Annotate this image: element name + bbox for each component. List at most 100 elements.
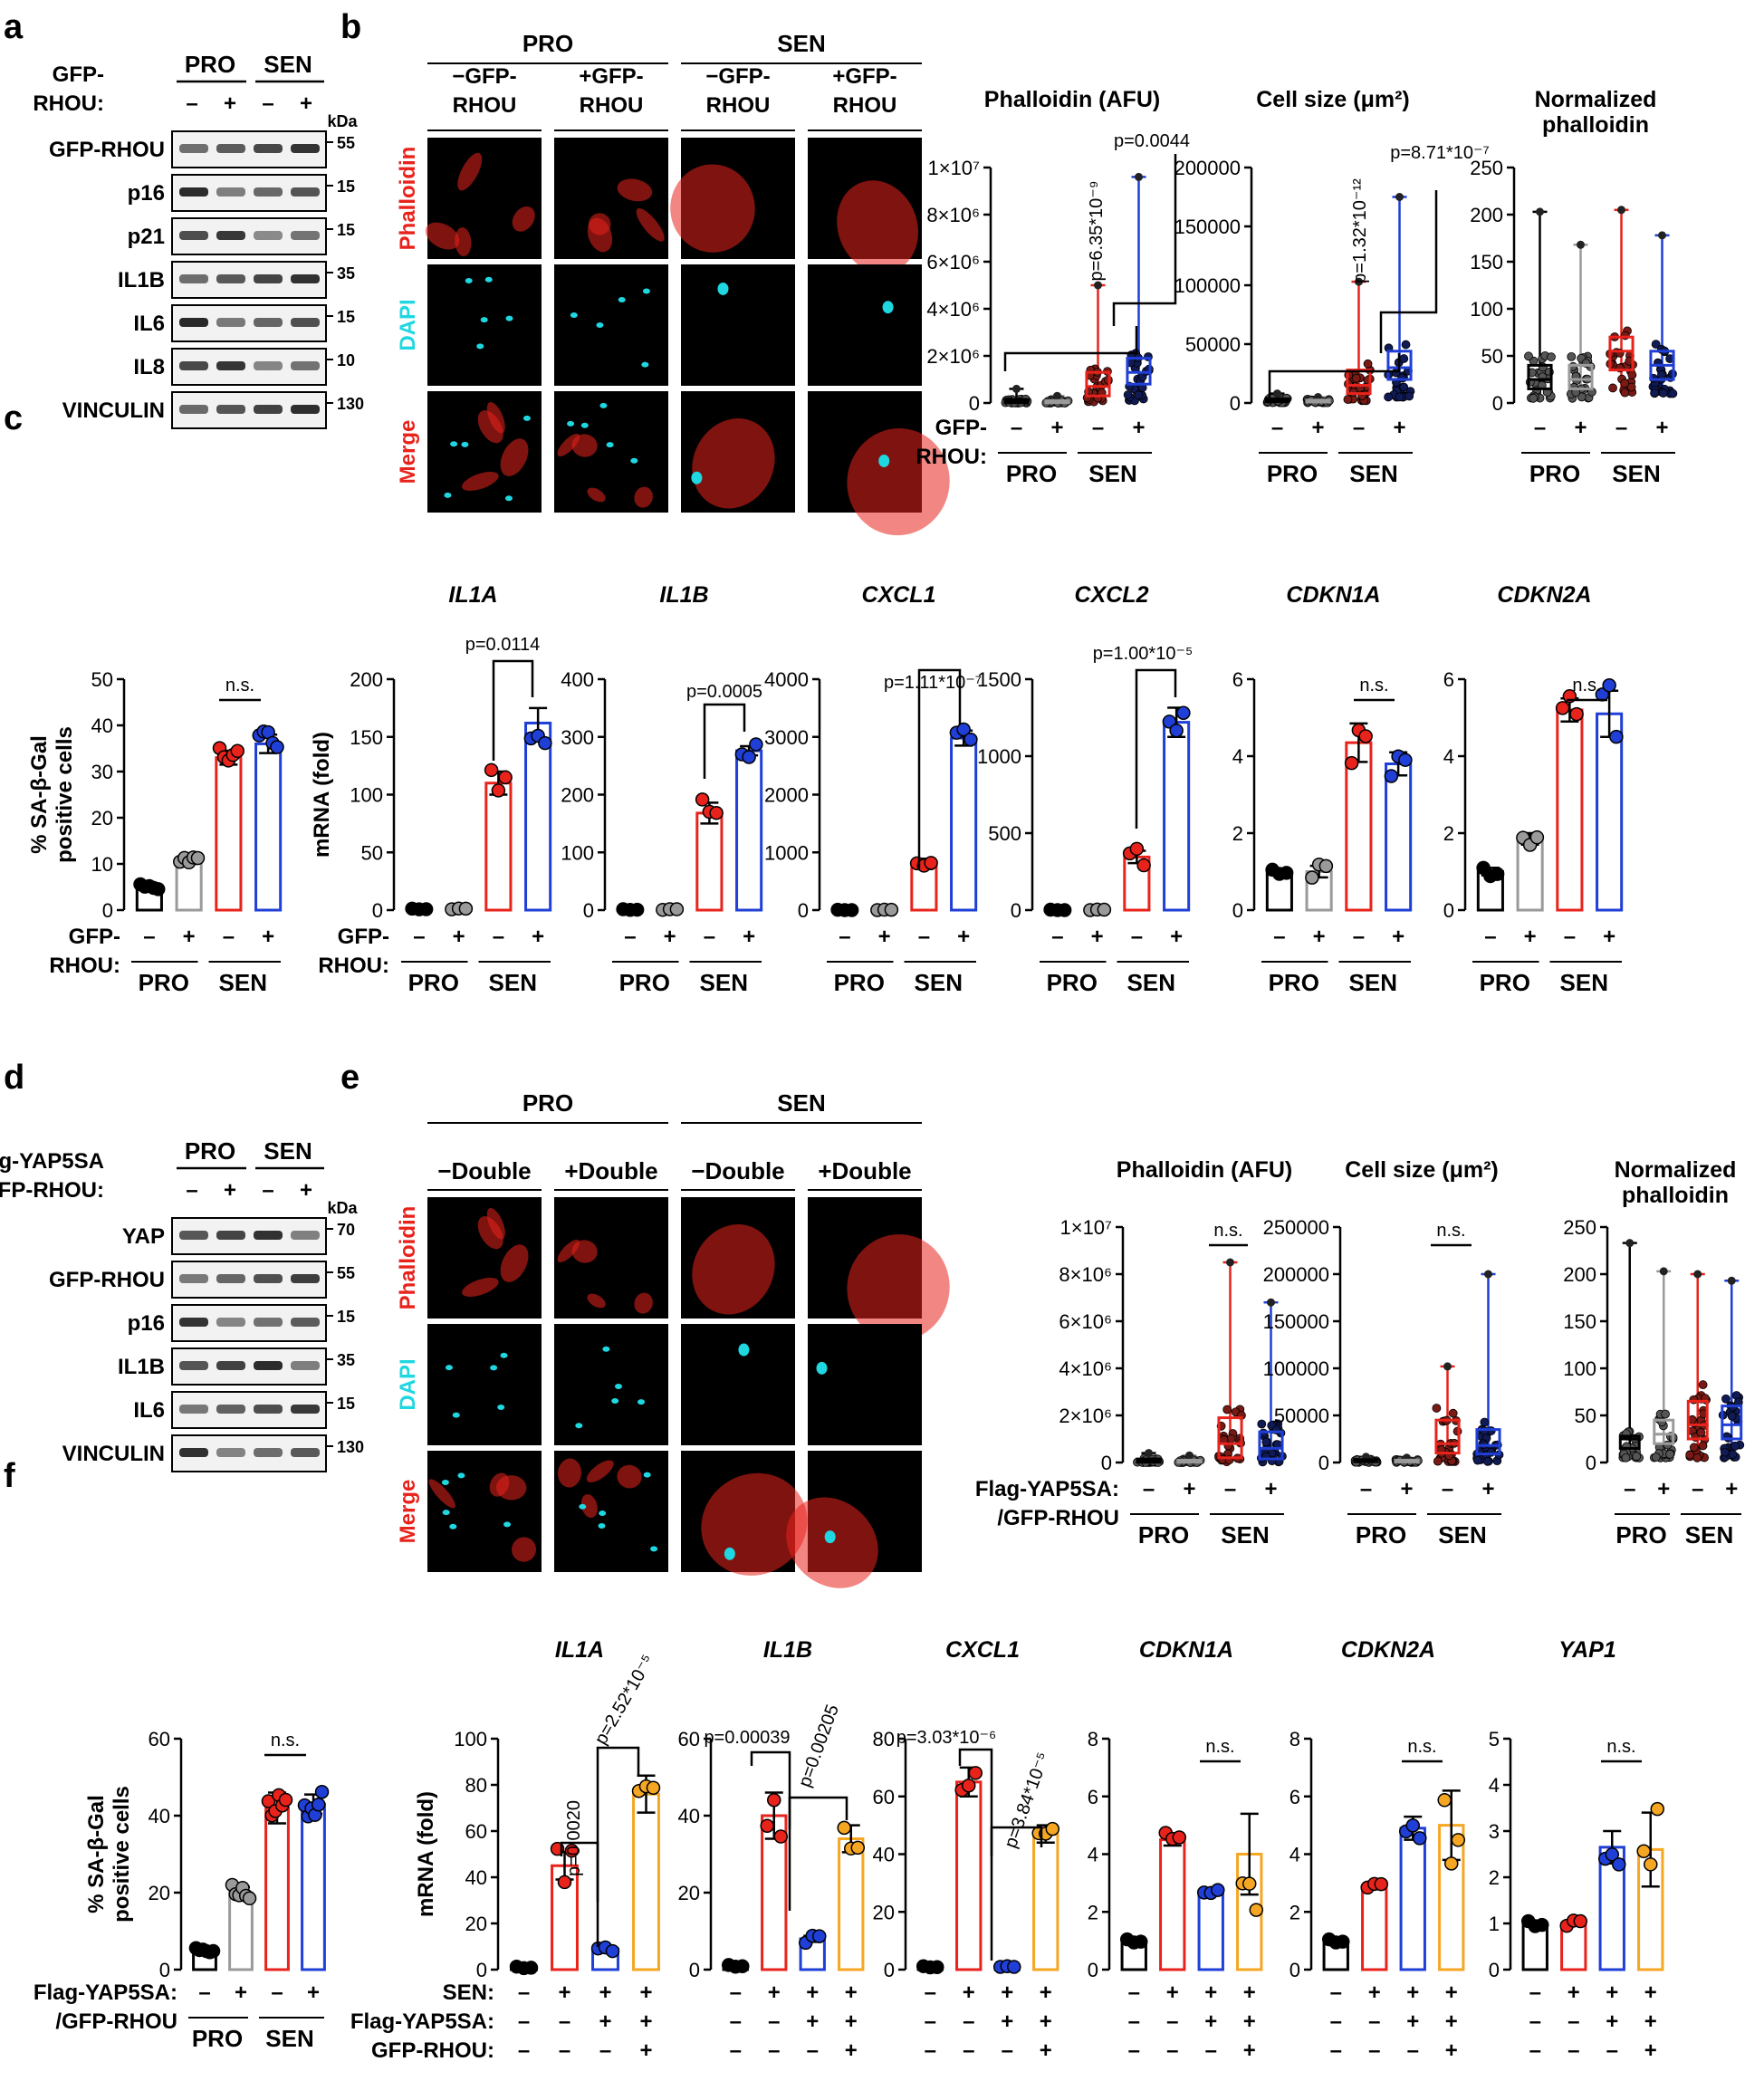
micro-col-label: +GFP- <box>832 64 896 89</box>
blot-band <box>291 1361 320 1370</box>
chart-title: Phalloidin (AFU) <box>984 87 1160 112</box>
data-point <box>523 1961 539 1975</box>
cell-nucleus <box>579 1503 587 1510</box>
blot-row-label: IL8 <box>133 355 165 379</box>
blot-row-label: p21 <box>128 225 165 249</box>
cell-actin <box>457 152 483 191</box>
cell-nucleus <box>882 301 894 314</box>
y-tick-label: 0 <box>159 1959 170 1981</box>
bar <box>301 1802 326 1971</box>
data-point <box>1650 1801 1665 1817</box>
blot-row-label: IL1B <box>118 1355 165 1379</box>
x-sign: – <box>925 2009 936 2034</box>
data-point <box>1728 1450 1738 1459</box>
significance-bracket <box>788 1796 848 1829</box>
blot-band <box>216 1318 245 1327</box>
blot-row-label: VINCULIN <box>62 398 165 423</box>
x-sign: + <box>1204 2009 1217 2034</box>
y-tick-label: 0 <box>798 899 809 922</box>
data-point <box>1433 1456 1443 1466</box>
blot-band <box>179 1274 208 1283</box>
data-point <box>1577 240 1585 249</box>
panel-letter-f: f <box>4 1457 15 1495</box>
cell-nucleus <box>724 1547 735 1560</box>
x-sign: – <box>1330 2009 1342 2034</box>
data-point <box>963 732 978 747</box>
x-sign: – <box>1166 2038 1178 2063</box>
x-sign: – <box>518 2038 530 2063</box>
x-sign: – <box>1368 2009 1380 2034</box>
group-label-pro: PRO <box>192 2025 243 2052</box>
data-point <box>1405 1818 1420 1833</box>
x-sign: + <box>1445 2009 1458 2034</box>
significance-label: n.s. <box>1205 1737 1234 1757</box>
data-point <box>1626 382 1636 392</box>
bar <box>228 1891 254 1971</box>
data-point <box>1555 701 1570 715</box>
data-point <box>1605 1847 1619 1862</box>
x-sign: + <box>1603 925 1615 949</box>
x-sign: + <box>1091 925 1104 949</box>
group-label-pro: PRO <box>1356 1521 1406 1549</box>
cell-nucleus <box>441 1480 449 1486</box>
y-axis-label: positive cells <box>110 1786 134 1923</box>
data-point <box>1627 370 1637 379</box>
cell-nucleus <box>505 315 513 321</box>
y-tick-label: 0 <box>1489 1959 1500 1981</box>
data-point <box>1720 1447 1730 1457</box>
y-tick-label: 80 <box>873 1728 895 1750</box>
x-sign: – <box>1051 925 1063 949</box>
cell-nucleus <box>567 420 575 427</box>
y-tick-label: 200000 <box>1263 1263 1329 1286</box>
cell-nucleus <box>638 1399 646 1405</box>
micro-col-label: −GFP- <box>452 64 516 89</box>
y-tick-label: 2 <box>1489 1866 1500 1889</box>
y-tick-label: 0 <box>1289 1959 1300 1981</box>
data-point <box>538 735 552 751</box>
box <box>1258 1430 1284 1461</box>
data-point <box>458 901 474 916</box>
micro-row-label: Merge <box>396 1480 420 1544</box>
cell-actin <box>571 434 598 457</box>
data-point <box>1612 1857 1626 1872</box>
blot-band <box>254 361 283 370</box>
x-sign: + <box>1040 2038 1052 2063</box>
blot-sign: – <box>186 91 197 116</box>
y-tick-label: 8 <box>1289 1728 1300 1750</box>
x-sign: + <box>1243 2038 1256 2063</box>
data-point <box>930 1960 944 1974</box>
x-sign: – <box>1529 1980 1541 2005</box>
cell-nucleus <box>490 1365 498 1371</box>
cell-nucleus <box>476 343 484 350</box>
y-tick-label: 0 <box>1318 1452 1329 1474</box>
data-point <box>1355 277 1363 286</box>
x-sign: – <box>925 2038 936 2063</box>
blot-band <box>179 361 208 370</box>
x-sign: – <box>1564 925 1576 949</box>
data-point <box>1448 1408 1458 1418</box>
data-point <box>1395 392 1404 402</box>
significance-label: n.s. <box>1407 1737 1436 1757</box>
y-axis-label: positive cells <box>53 726 77 863</box>
data-point <box>1211 1883 1225 1897</box>
blot-row-label: VINCULIN <box>62 1442 165 1466</box>
x-sign: – <box>599 2038 611 2063</box>
x-sign: + <box>806 1980 819 2005</box>
y-tick-label: 0 <box>1586 1452 1596 1474</box>
data-point <box>1226 1434 1236 1443</box>
blot-band <box>254 1318 283 1327</box>
data-point <box>1222 1405 1232 1415</box>
y-tick-label: 6 <box>1088 1786 1098 1808</box>
x-sign: – <box>1224 1477 1236 1501</box>
significance-bracket <box>1379 190 1438 353</box>
data-point <box>1261 1437 1271 1447</box>
y-tick-label: 300 <box>561 726 594 749</box>
data-point <box>1659 1267 1668 1276</box>
cell-nucleus <box>596 322 604 329</box>
significance-bracket <box>1268 353 1401 398</box>
significance-label: n.s. <box>225 676 254 695</box>
group-label-sen: SEN <box>1088 460 1136 487</box>
chart-title: IL1B <box>763 1637 812 1663</box>
data-point <box>1395 193 1404 201</box>
